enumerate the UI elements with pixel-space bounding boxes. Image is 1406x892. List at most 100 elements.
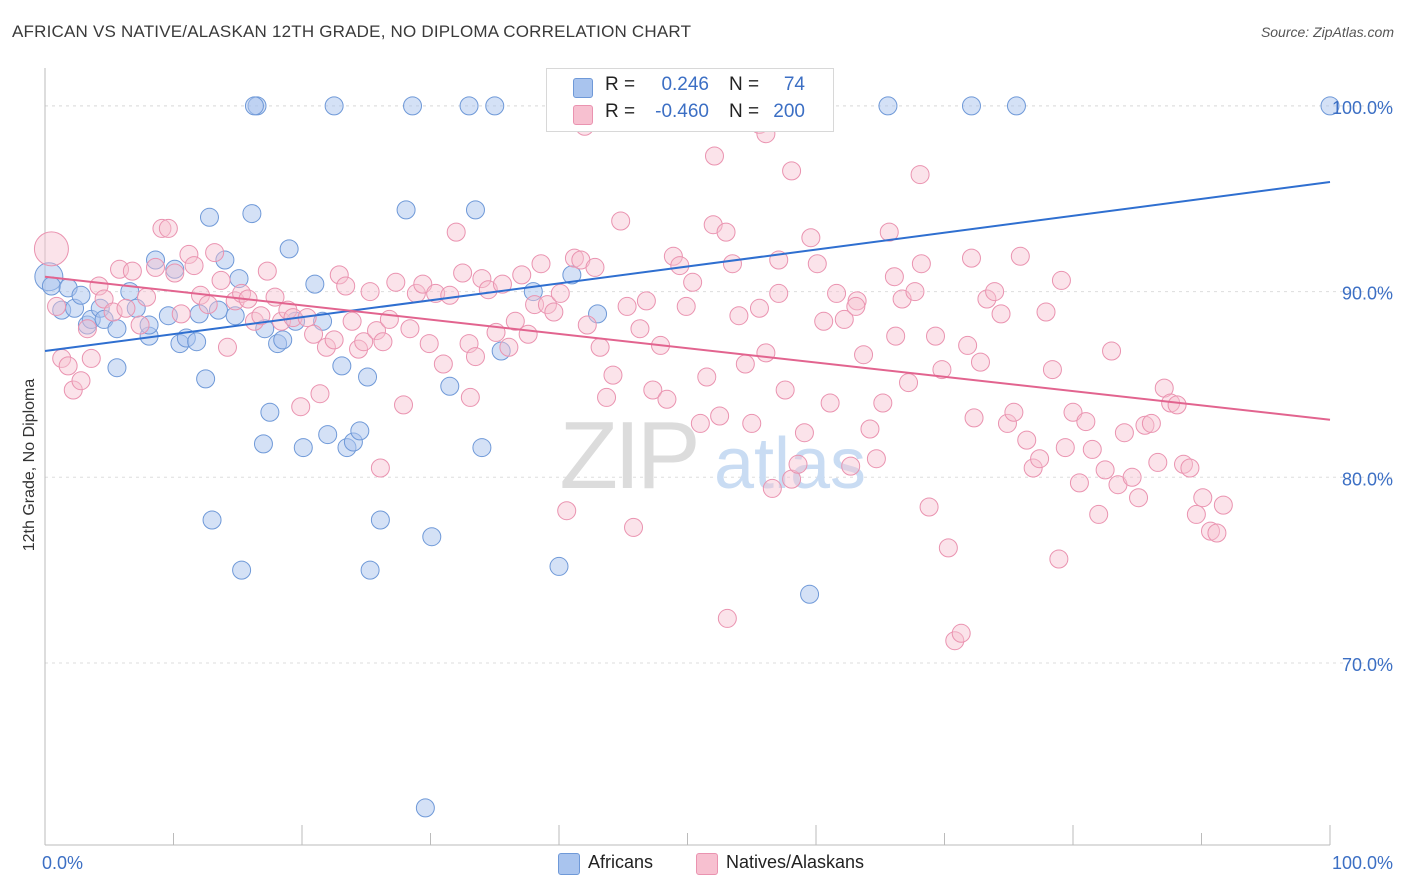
x-tick-label: 0.0%	[42, 853, 83, 873]
african-point	[549, 556, 569, 576]
legend-row-africans: R = 0.246 N = 74	[547, 74, 833, 100]
native-point	[704, 146, 724, 166]
african-point	[422, 527, 442, 547]
legend-n-natives: 200	[773, 101, 805, 122]
native-point	[116, 298, 136, 318]
native-point	[663, 246, 683, 266]
native-point	[413, 274, 433, 294]
african-point	[71, 285, 91, 305]
african-point	[403, 96, 423, 116]
native-point	[1095, 460, 1115, 480]
native-point	[465, 347, 485, 367]
native-point	[769, 283, 789, 303]
native-point	[873, 393, 893, 413]
watermark-zip: ZIP	[559, 402, 696, 509]
native-point	[735, 354, 755, 374]
native-point	[991, 304, 1011, 324]
african-point	[253, 434, 273, 454]
native-point	[1122, 467, 1142, 487]
native-point	[636, 291, 656, 311]
native-point	[324, 330, 344, 350]
native-point	[794, 423, 814, 443]
native-point	[531, 254, 551, 274]
y-tick-label: 70.0%	[1342, 655, 1393, 675]
native-point	[550, 283, 570, 303]
native-point	[1114, 423, 1134, 443]
african-point	[107, 358, 127, 378]
native-point	[146, 257, 166, 277]
native-point	[964, 408, 984, 428]
african-point	[187, 332, 207, 352]
native-point	[1042, 360, 1062, 380]
native-point	[899, 373, 919, 393]
native-point	[472, 269, 492, 289]
native-point	[1135, 415, 1155, 435]
native-point	[316, 337, 336, 357]
native-point	[1167, 395, 1187, 415]
native-point	[911, 254, 931, 274]
chart-title: AFRICAN VS NATIVE/ALASKAN 12TH GRADE, NO…	[12, 22, 692, 41]
african-point	[242, 204, 262, 224]
native-point	[184, 256, 204, 276]
native-point	[697, 367, 717, 387]
watermark-atlas: atlas	[714, 424, 866, 504]
native-point	[446, 222, 466, 242]
native-point	[370, 458, 390, 478]
native-point	[1036, 302, 1056, 322]
native-point	[130, 315, 150, 335]
african-point	[324, 96, 344, 116]
bottom-legend-label-africans: Africans	[588, 852, 654, 872]
native-point	[198, 295, 218, 315]
african-point	[305, 274, 325, 294]
native-point	[152, 218, 172, 238]
watermark: ZIP atlas	[559, 402, 866, 509]
native-point	[1063, 402, 1083, 422]
native-point	[58, 356, 78, 376]
african-point	[41, 276, 61, 296]
native-point	[1102, 341, 1122, 361]
native-point	[970, 352, 990, 372]
african-point	[396, 200, 416, 220]
native-point	[205, 243, 225, 263]
native-point	[433, 354, 453, 374]
native-point	[884, 267, 904, 287]
native-point	[932, 360, 952, 380]
african-point	[273, 330, 293, 350]
source-label: Source: ZipAtlas.com	[1260, 24, 1394, 40]
native-point	[854, 345, 874, 365]
native-point	[310, 384, 330, 404]
native-point	[866, 449, 886, 469]
native-point	[961, 248, 981, 268]
legend-n-label: N =	[729, 74, 760, 95]
native-point	[782, 161, 802, 181]
grid-lines	[45, 105, 1392, 664]
african-point	[878, 96, 898, 116]
bottom-legend-swatch-africans	[558, 853, 580, 875]
african-point	[1320, 96, 1340, 116]
native-point	[762, 478, 782, 498]
native-point	[171, 304, 191, 324]
african-point	[415, 798, 435, 818]
native-point	[977, 289, 997, 309]
native-point	[985, 282, 1005, 302]
native-point	[1010, 246, 1030, 266]
african-point	[562, 265, 582, 285]
native-point	[137, 287, 157, 307]
native-point	[630, 319, 650, 339]
native-point	[1213, 495, 1233, 515]
africans-trend-line	[44, 181, 1331, 352]
native-point	[597, 387, 617, 407]
native-point	[683, 272, 703, 292]
native-point	[1030, 449, 1050, 469]
native-point	[329, 265, 349, 285]
native-point	[426, 283, 446, 303]
native-point	[717, 608, 737, 628]
african-point	[465, 200, 485, 220]
native-point	[749, 298, 769, 318]
native-point	[440, 285, 460, 305]
african-point	[332, 356, 352, 376]
y-tick-label: 90.0%	[1342, 284, 1393, 304]
native-point	[886, 326, 906, 346]
native-point	[158, 218, 178, 238]
native-point	[518, 324, 538, 344]
